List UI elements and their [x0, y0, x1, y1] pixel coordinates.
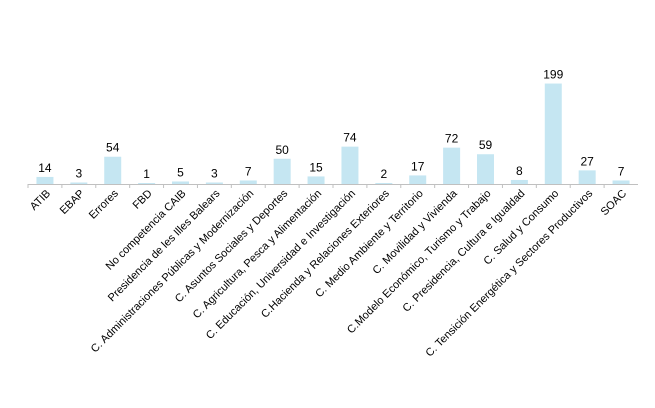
- bar-11: [409, 175, 427, 184]
- bar-6: [239, 180, 257, 184]
- value-label-10: 2: [380, 167, 387, 181]
- value-label-8: 15: [309, 160, 323, 174]
- value-label-4: 5: [177, 165, 184, 179]
- bar-5: [205, 182, 223, 184]
- bars-group: [27, 83, 630, 188]
- value-label-2: 54: [106, 141, 120, 155]
- bar-7: [273, 158, 291, 184]
- bar-8: [307, 176, 325, 184]
- bar-9: [341, 146, 359, 184]
- value-label-0: 14: [38, 161, 52, 175]
- category-label-14: C. Presidencia, Cultura e Igualdad: [401, 188, 528, 315]
- bar-4: [172, 181, 189, 184]
- bar-12: [443, 147, 461, 184]
- value-label-7: 50: [275, 143, 289, 157]
- value-label-1: 3: [75, 166, 82, 180]
- bar-0: [36, 176, 54, 184]
- value-label-15: 199: [543, 68, 563, 82]
- bar-15: [544, 83, 562, 184]
- bar-14: [510, 179, 528, 184]
- value-label-9: 74: [343, 131, 357, 145]
- category-label-17: SOAC: [599, 188, 630, 219]
- value-label-11: 17: [411, 159, 425, 173]
- category-label-0: ATIB: [28, 188, 53, 213]
- value-label-3: 1: [143, 167, 150, 181]
- bar-2: [104, 156, 122, 184]
- value-label-16: 27: [580, 154, 594, 168]
- bar-10: [375, 182, 393, 184]
- category-label-1: EBAP: [58, 188, 87, 217]
- bar-1: [70, 182, 88, 184]
- value-label-6: 7: [245, 164, 252, 178]
- bar-17: [612, 180, 630, 184]
- value-label-5: 3: [211, 166, 218, 180]
- value-label-12: 72: [445, 132, 459, 146]
- value-label-14: 8: [516, 164, 523, 178]
- category-label-3: FBD: [131, 188, 155, 212]
- value-label-13: 59: [479, 138, 493, 152]
- bar-3: [138, 183, 156, 184]
- bar-13: [477, 154, 494, 184]
- value-label-17: 7: [618, 164, 625, 178]
- category-label-2: Errores: [87, 187, 121, 221]
- bar-16: [578, 170, 596, 184]
